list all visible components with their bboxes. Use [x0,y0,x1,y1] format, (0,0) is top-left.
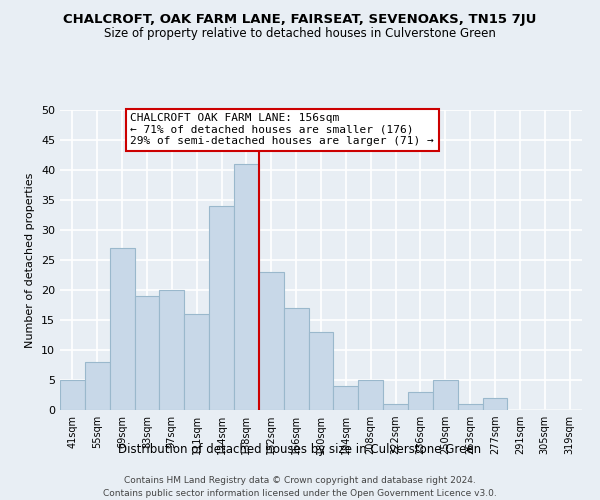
Bar [209,206,234,410]
Bar [184,314,209,410]
Bar [433,380,458,410]
Text: Contains HM Land Registry data © Crown copyright and database right 2024.: Contains HM Land Registry data © Crown c… [124,476,476,485]
Bar [383,404,408,410]
Text: Size of property relative to detached houses in Culverstone Green: Size of property relative to detached ho… [104,28,496,40]
Bar [284,308,308,410]
Bar [234,164,259,410]
Bar [408,392,433,410]
Text: CHALCROFT OAK FARM LANE: 156sqm
← 71% of detached houses are smaller (176)
29% o: CHALCROFT OAK FARM LANE: 156sqm ← 71% of… [130,113,434,146]
Y-axis label: Number of detached properties: Number of detached properties [25,172,35,348]
Bar [134,296,160,410]
Bar [458,404,482,410]
Text: CHALCROFT, OAK FARM LANE, FAIRSEAT, SEVENOAKS, TN15 7JU: CHALCROFT, OAK FARM LANE, FAIRSEAT, SEVE… [64,12,536,26]
Bar [482,398,508,410]
Bar [308,332,334,410]
Text: Contains public sector information licensed under the Open Government Licence v3: Contains public sector information licen… [103,489,497,498]
Bar [160,290,184,410]
Bar [334,386,358,410]
Bar [60,380,85,410]
Bar [358,380,383,410]
Text: Distribution of detached houses by size in Culverstone Green: Distribution of detached houses by size … [118,442,482,456]
Bar [110,248,134,410]
Bar [259,272,284,410]
Bar [85,362,110,410]
